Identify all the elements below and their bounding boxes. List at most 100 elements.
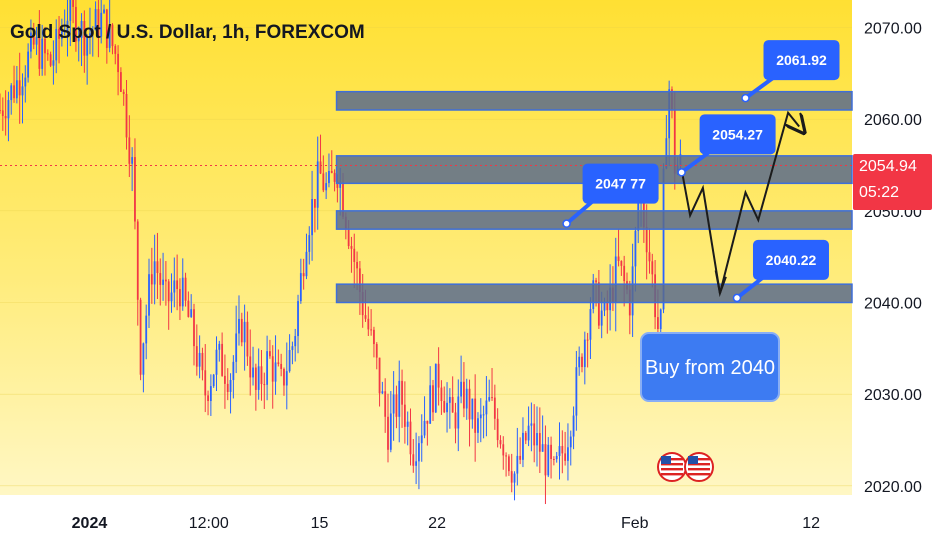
candle-body — [522, 432, 524, 460]
buy-note: Buy from 2040 — [640, 332, 780, 402]
candle-body — [305, 251, 308, 277]
candle-body — [657, 317, 659, 330]
candle-body — [530, 423, 533, 426]
candle-body — [173, 280, 176, 293]
flag-stripe — [688, 473, 710, 476]
candle-body — [218, 343, 221, 350]
candle-body — [122, 91, 125, 95]
candle-body — [77, 37, 80, 42]
candle-body — [527, 425, 530, 441]
candle-body — [285, 371, 288, 386]
candle-body — [614, 256, 617, 303]
callout-anchor — [562, 219, 571, 228]
candle-body — [482, 414, 485, 416]
candle-body — [536, 433, 538, 446]
candle-body — [311, 199, 313, 236]
candle-body — [364, 315, 367, 319]
candle-body — [86, 36, 89, 56]
candle-body — [519, 455, 522, 460]
candle-body — [18, 80, 21, 96]
candle-body — [4, 116, 7, 119]
candle-body — [339, 183, 342, 188]
candle-body — [648, 252, 651, 262]
candle-body — [564, 453, 567, 461]
candle-body — [232, 361, 235, 381]
candle-body — [645, 227, 648, 253]
candle-body — [600, 310, 603, 326]
candle-body — [606, 302, 609, 311]
candle-body — [465, 388, 468, 409]
candle-body — [190, 309, 193, 317]
time-tick-label: 12 — [802, 515, 820, 532]
candle-body — [401, 380, 403, 405]
candle-body — [269, 351, 271, 357]
candle-body — [24, 77, 27, 87]
candle-body — [291, 346, 294, 351]
price-zone — [335, 90, 853, 111]
flag-stripe — [661, 458, 683, 461]
candle-body — [41, 38, 44, 69]
candle-body — [215, 349, 218, 375]
candle-body — [446, 402, 448, 413]
candle-body — [488, 397, 491, 401]
note-box — [640, 332, 780, 402]
candle-body — [381, 391, 384, 394]
candle-body — [80, 20, 83, 38]
candle-body — [493, 397, 496, 419]
price-axis-background — [852, 0, 932, 495]
callout-label: 2061.92 — [776, 52, 827, 68]
event-flags — [657, 452, 714, 482]
candle-body — [398, 380, 401, 417]
callout-box — [763, 40, 840, 81]
candle-body — [209, 386, 212, 402]
candle-body — [274, 362, 277, 382]
candle-body — [370, 329, 373, 331]
candle-body — [353, 248, 356, 262]
price-tick-label: 2060.00 — [864, 112, 922, 129]
candle-body — [384, 391, 387, 417]
candle-body — [330, 170, 333, 173]
candle-body — [617, 256, 620, 261]
candle-body — [7, 100, 10, 119]
time-axis: 2024 12:00 15 22 Feb 12 — [72, 515, 820, 532]
candle-body — [313, 199, 316, 208]
candle-body — [257, 366, 260, 390]
candle-body — [589, 309, 592, 340]
candle-body — [485, 400, 488, 415]
candle-body — [128, 137, 131, 164]
candle-body — [125, 94, 128, 138]
candle-body — [333, 172, 336, 182]
candle-body — [103, 9, 105, 13]
candle-body — [437, 363, 440, 388]
candle-body — [479, 414, 482, 419]
candle-body — [246, 321, 249, 357]
candle-body — [288, 350, 291, 372]
candle-body — [308, 235, 311, 252]
candle-body — [162, 279, 164, 285]
candle-body — [134, 157, 136, 222]
candle-body — [105, 9, 108, 48]
candle-body — [179, 289, 181, 307]
candle-body — [429, 385, 432, 424]
candle-body — [1, 110, 4, 117]
flag-stripe — [661, 473, 683, 476]
candle-body — [575, 367, 578, 416]
candle-body — [32, 32, 35, 45]
candle-body — [249, 356, 252, 378]
callout-anchor — [741, 93, 750, 103]
candle-body — [673, 109, 676, 174]
candle-body — [63, 31, 66, 33]
candle-body — [221, 343, 224, 376]
candle-body — [463, 381, 465, 409]
price-tick-label: 2030.00 — [864, 387, 922, 404]
flag-canton — [688, 456, 698, 464]
price-callouts: 2061.92 2054.27 2047 77 2040.22 — [562, 40, 840, 303]
candle-body — [260, 366, 263, 385]
flag-stripe — [661, 468, 683, 471]
candle-body — [66, 20, 69, 32]
candle-body — [49, 54, 52, 66]
candle-body — [426, 420, 429, 424]
candle-body — [356, 261, 358, 269]
